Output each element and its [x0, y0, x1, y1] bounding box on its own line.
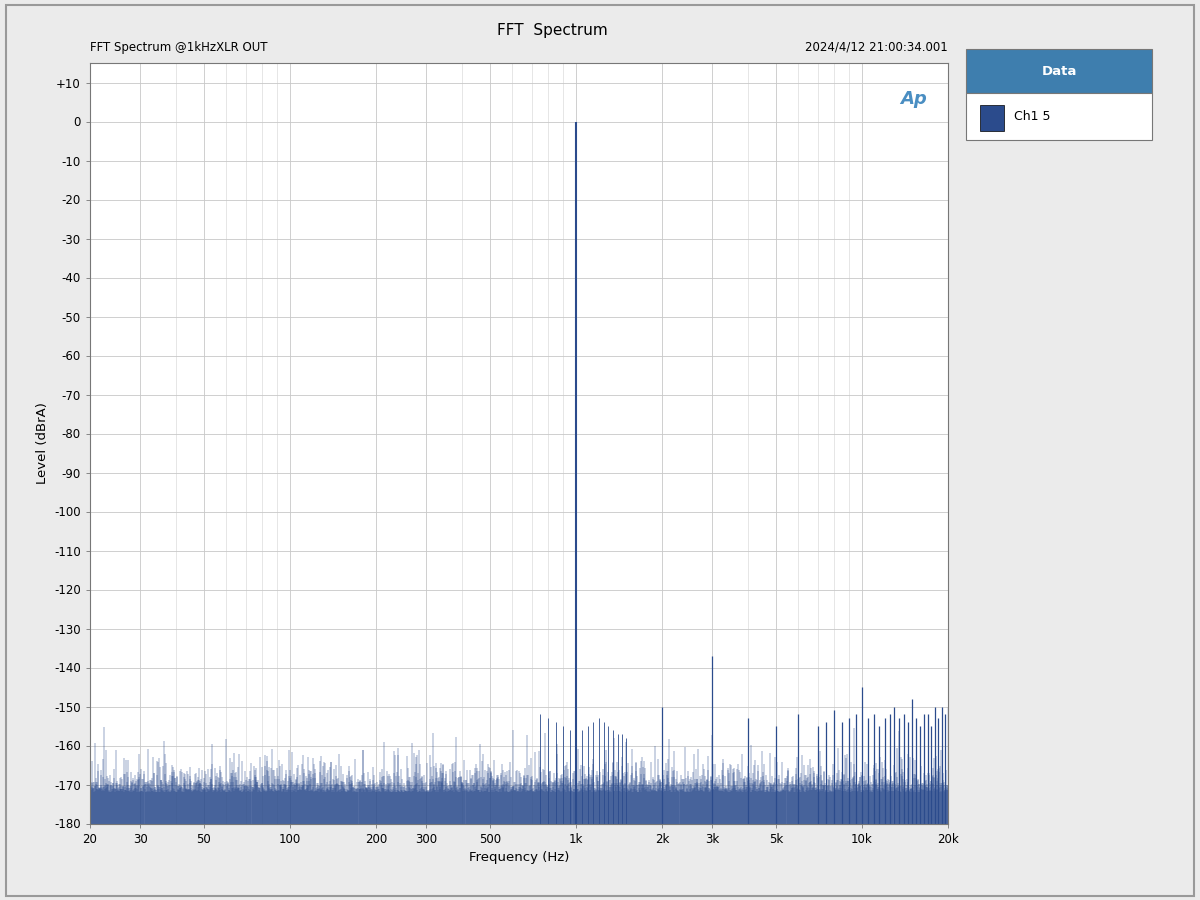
X-axis label: Frequency (Hz): Frequency (Hz) [469, 851, 569, 864]
Text: Data: Data [1042, 65, 1076, 77]
Text: Ch1 5: Ch1 5 [1014, 110, 1050, 122]
Y-axis label: Level (dBrA): Level (dBrA) [36, 402, 49, 484]
Text: FFT Spectrum @1kHzXLR OUT: FFT Spectrum @1kHzXLR OUT [90, 40, 268, 54]
Text: Ap: Ap [900, 90, 926, 108]
Text: FFT  Spectrum: FFT Spectrum [497, 22, 607, 38]
Text: 2024/4/12 21:00:34.001: 2024/4/12 21:00:34.001 [805, 40, 948, 54]
